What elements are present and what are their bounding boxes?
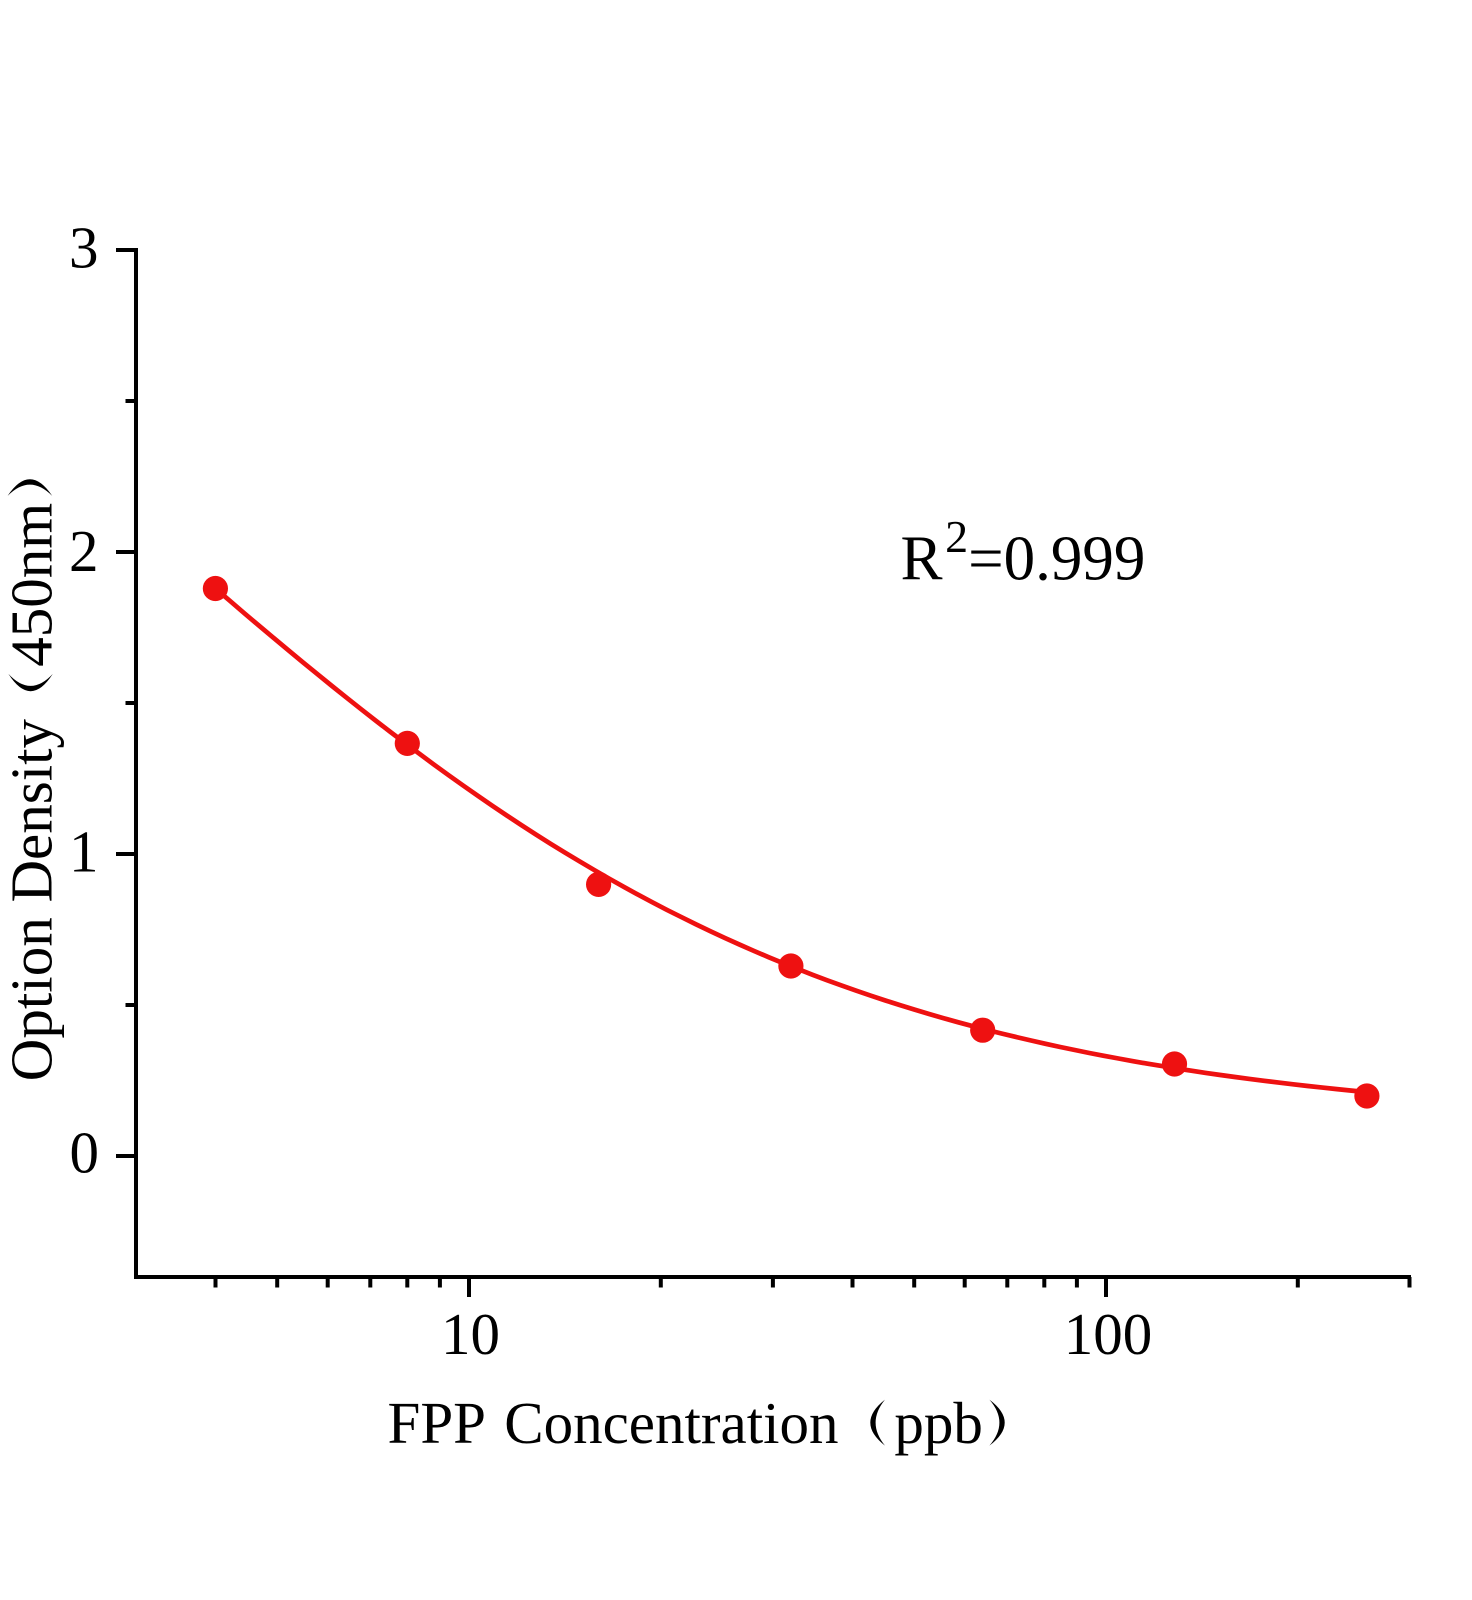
- svg-text:0: 0: [70, 1119, 100, 1185]
- svg-text:1: 1: [69, 818, 99, 884]
- svg-text:3: 3: [69, 214, 99, 280]
- svg-text:ppb: ppb: [894, 1390, 983, 1456]
- svg-text:100: 100: [1064, 1301, 1153, 1367]
- svg-text:R2=0.999: R2=0.999: [901, 511, 1146, 594]
- svg-text:10: 10: [441, 1301, 500, 1367]
- svg-text:450nm: 450nm: [0, 503, 65, 667]
- svg-text:Option Density: Option Density: [0, 719, 65, 1082]
- svg-text:2: 2: [69, 518, 99, 584]
